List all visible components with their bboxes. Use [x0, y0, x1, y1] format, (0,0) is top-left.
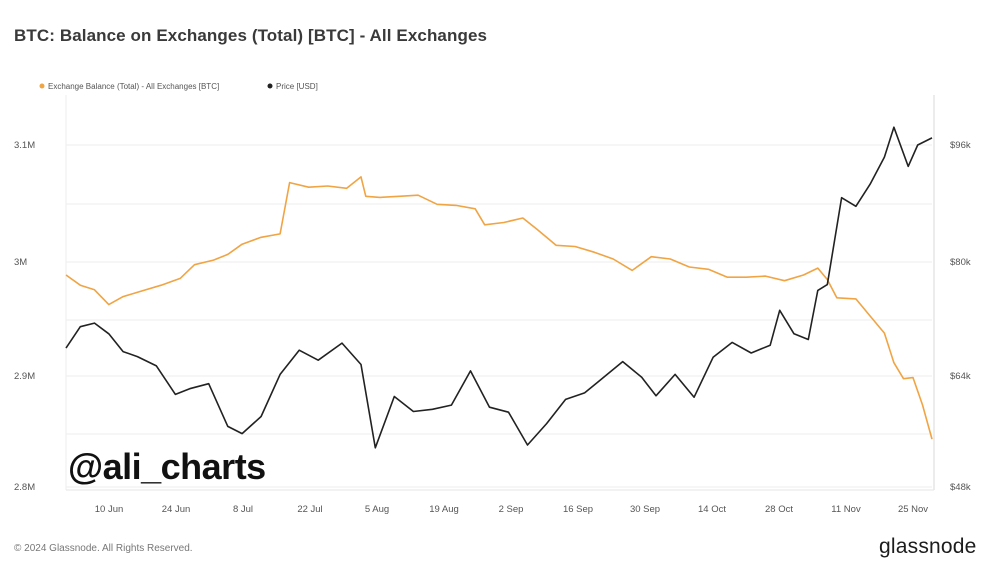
y-left-tick-label: 3.1M — [14, 140, 35, 151]
x-tick-label: 28 Oct — [765, 504, 793, 515]
x-tick-label: 2 Sep — [499, 504, 524, 515]
legend-price-marker — [267, 83, 273, 89]
y-axis-left: 3.1M 3M 2.9M 2.8M — [14, 140, 35, 493]
x-tick-label: 25 Nov — [898, 504, 928, 515]
copyright-footer: © 2024 Glassnode. All Rights Reserved. — [14, 543, 193, 554]
x-tick-label: 5 Aug — [365, 504, 389, 515]
chart-title: BTC: Balance on Exchanges (Total) [BTC] … — [14, 26, 488, 45]
legend-balance-marker — [39, 83, 45, 89]
y-left-tick-label: 2.8M — [14, 482, 35, 493]
x-tick-label: 14 Oct — [698, 504, 726, 515]
x-tick-label: 8 Jul — [233, 504, 253, 515]
legend: Exchange Balance (Total) - All Exchanges… — [39, 82, 318, 91]
y-right-tick-label: $80k — [950, 257, 971, 268]
x-tick-label: 11 Nov — [831, 504, 861, 515]
x-tick-label: 22 Jul — [297, 504, 322, 515]
x-tick-label: 24 Jun — [162, 504, 191, 515]
x-tick-label: 16 Sep — [563, 504, 593, 515]
balance-line — [65, 176, 933, 440]
x-tick-label: 10 Jun — [95, 504, 124, 515]
glassnode-logo: glassnode — [879, 535, 977, 558]
price-line — [65, 126, 933, 449]
x-tick-label: 30 Sep — [630, 504, 660, 515]
x-tick-label: 19 Aug — [429, 504, 459, 515]
y-left-tick-label: 2.9M — [14, 371, 35, 382]
y-right-tick-label: $64k — [950, 371, 971, 382]
legend-balance-label: Exchange Balance (Total) - All Exchanges… — [48, 82, 219, 91]
legend-price-label: Price [USD] — [276, 82, 318, 91]
grid-lines — [65, 95, 935, 491]
y-right-tick-label: $48k — [950, 482, 971, 493]
y-right-tick-label: $96k — [950, 140, 971, 151]
x-axis: 10 Jun 24 Jun 8 Jul 22 Jul 5 Aug 19 Aug 2 Sep 1… — [95, 504, 929, 515]
series-lines — [65, 126, 933, 449]
watermark-handle: @ali_charts — [68, 446, 266, 487]
y-axis-right: $96k $80k $64k $48k — [950, 140, 971, 493]
y-left-tick-label: 3M — [14, 257, 27, 268]
